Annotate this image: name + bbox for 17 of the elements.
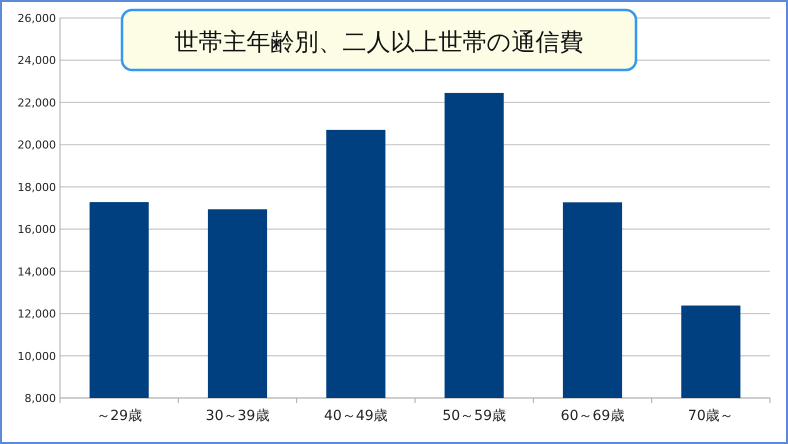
y-tick-label: 20,000 xyxy=(18,138,56,152)
y-tick-label: 16,000 xyxy=(18,223,56,236)
y-tick-label: 22,000 xyxy=(18,96,56,110)
y-tick-label: 14,000 xyxy=(18,265,56,278)
x-tick-label: 50～59歳 xyxy=(442,408,506,424)
y-tick-label: 10,000 xyxy=(18,350,56,363)
y-tick-label: 8,000 xyxy=(24,392,56,405)
x-tick-label: 60～69歳 xyxy=(560,408,624,424)
x-tick-label: ～29歳 xyxy=(96,408,142,424)
y-tick-label: 18,000 xyxy=(18,180,56,194)
y-tick-label: 24,000 xyxy=(18,54,56,68)
y-tick-label: 26,000 xyxy=(18,12,56,25)
y-tick-label: 12,000 xyxy=(18,308,56,321)
x-tick-label: 30～39歳 xyxy=(206,408,270,424)
text: 世帯主年齢別、二人以上世帯の通信費 xyxy=(174,28,584,56)
x-tick-label: 70歳～ xyxy=(688,408,734,424)
x-tick-label: 40～49歳 xyxy=(324,408,388,424)
